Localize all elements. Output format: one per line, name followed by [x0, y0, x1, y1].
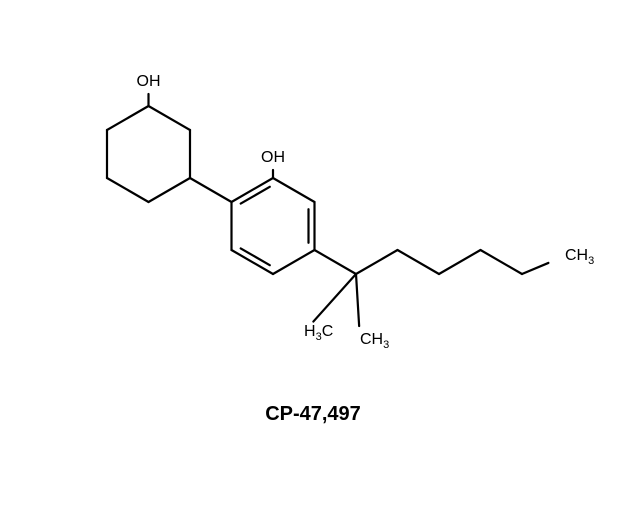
bond	[273, 250, 315, 274]
bond	[481, 250, 523, 274]
compound-name: CP-47,497	[265, 403, 361, 425]
bond	[398, 250, 440, 274]
bond	[107, 178, 149, 202]
bond	[315, 250, 357, 274]
atom-label-oh2: OH	[261, 149, 285, 166]
bond	[190, 178, 232, 202]
atom-label-oh1: OH	[137, 73, 161, 90]
atom-label-ch3_a: CH3	[360, 331, 389, 351]
molecule-diagram: OH OH CH3 CH3 H3C CP-47,497	[0, 0, 626, 512]
bond	[107, 106, 149, 130]
bond	[439, 250, 481, 274]
bond	[232, 178, 274, 202]
bond	[149, 178, 191, 202]
atom-label-ch3_end: CH3	[565, 247, 594, 267]
bond	[149, 106, 191, 130]
bond	[522, 263, 548, 274]
bond	[313, 274, 356, 322]
atom-label-ch3_b: H3C	[304, 323, 333, 343]
bond	[356, 250, 398, 274]
bond	[273, 178, 315, 202]
bond	[356, 274, 359, 326]
bond	[232, 250, 274, 274]
